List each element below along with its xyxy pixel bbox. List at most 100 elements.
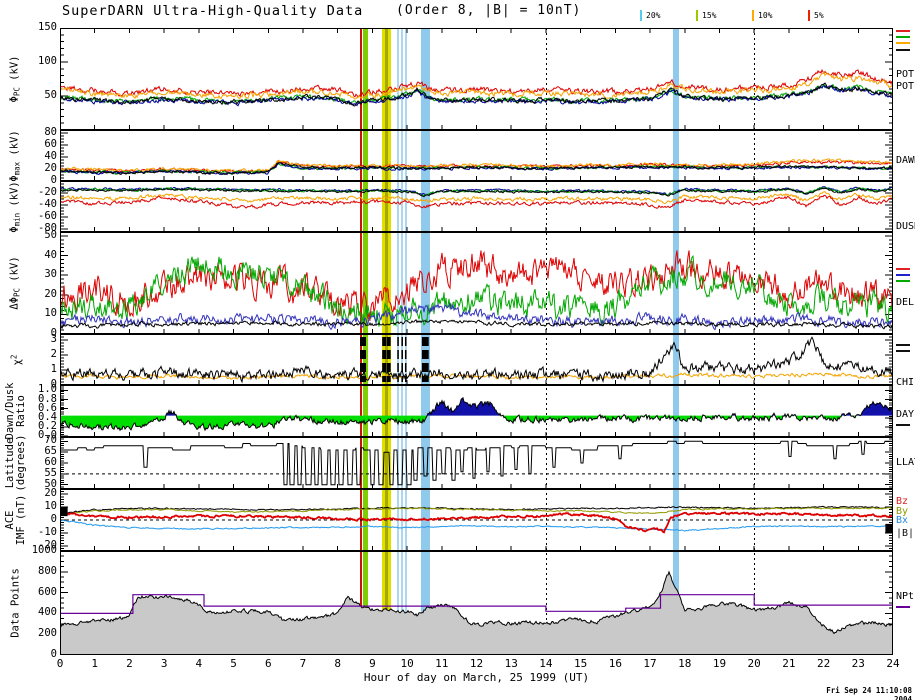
series-delta-blue (60, 301, 893, 331)
right-label-Bz: Bz (896, 496, 909, 507)
y-tick-label: 0.8 (38, 392, 57, 405)
y-tick-label: 0.6 (38, 401, 57, 414)
series-chi-black (60, 336, 893, 384)
x-tick-label: 12 (469, 657, 484, 670)
legend-color-tick (808, 10, 810, 21)
legend-label: 5% (814, 11, 824, 20)
x-tick-label: 7 (299, 657, 307, 670)
y-axis-title-ace-imf: ACE IMF (nT) (4, 494, 27, 546)
right-label-DAY: DAY (896, 409, 915, 420)
y-tick-label: -20 (38, 538, 57, 551)
y-tick-label: -80 (38, 222, 57, 234)
x-tick-label: 5 (230, 657, 237, 670)
series-b-magnitude (60, 505, 893, 515)
y-tick-label: 200 (38, 627, 57, 640)
x-tick-label: 15 (574, 657, 588, 670)
x-tick-label: 1 (91, 657, 99, 670)
y-tick-label: 400 (38, 606, 57, 619)
y-tick-label: 0.4 (38, 410, 57, 423)
panel-data-points (60, 551, 893, 655)
y-tick-label: 20 (44, 162, 57, 174)
x-tick-label: 0 (56, 657, 64, 670)
y-axis-title-phi-max: Φmax (kV) (8, 129, 22, 182)
right-label-CHI: CHI (896, 377, 915, 388)
right-label-DUSK: DUSK (896, 221, 915, 232)
right-legend-line (896, 424, 910, 426)
y-tick-label: 60 (44, 456, 57, 468)
y-tick-label: -20 (38, 186, 57, 198)
x-tick-label: 17 (643, 657, 657, 670)
series-median-black (60, 162, 893, 175)
y-tick-label: 150 (38, 21, 57, 33)
y-tick-label: 30 (44, 268, 57, 281)
x-tick-label: 9 (369, 657, 376, 670)
y-tick-label: 3 (50, 333, 57, 345)
y-axis-title-delta-phi-pc: ΔΦPC (kV) (8, 256, 22, 310)
series-pct10-orange (60, 158, 893, 174)
x-tick-label: 2 (126, 657, 133, 670)
x-tick-label: 13 (504, 657, 518, 670)
series-delta-red (60, 250, 893, 321)
title-row: SuperDARN Ultra-High-Quality Data (Order… (0, 2, 915, 24)
y-tick-label: 0 (50, 648, 57, 660)
x-tick-label: 23 (851, 657, 865, 670)
series-ratio-line (60, 396, 893, 432)
page-title: SuperDARN Ultra-High-Quality Data (62, 3, 364, 19)
series-pct10-orange (60, 191, 893, 205)
y-tick-label: 1000 (31, 544, 57, 556)
y-axis-title-latitude: Latitude (degrees) (4, 434, 27, 492)
legend-item-5%: 5% (808, 5, 824, 21)
y-axis-title-dawn-dusk-ratio: Dawn/Dusk Ratio (4, 382, 27, 440)
y-tick-label: 0 (50, 513, 57, 525)
header-condition: (Order 8, |B| = 10nT) (396, 3, 582, 18)
x-tick-label: 4 (195, 657, 203, 670)
y-tick-label: 80 (44, 126, 57, 138)
legend-label: 20% (646, 11, 661, 20)
right-legend-line (896, 268, 910, 270)
y-tick-label: 2 (50, 348, 57, 360)
legend-item-10%: 10% (752, 5, 772, 21)
y-tick-label: 10 (44, 500, 57, 513)
y-tick-label: 1.0 (38, 383, 57, 396)
y-tick-label: 60 (44, 138, 57, 150)
right-legend-line (896, 49, 910, 51)
dotted-gridline (754, 28, 756, 655)
right-legend-line (896, 36, 910, 38)
right-legend-line (896, 274, 910, 276)
right-legend-line (896, 606, 910, 608)
right-label-POT: POT (896, 69, 915, 80)
series-bx (60, 519, 893, 532)
series-chi-orange (60, 372, 893, 381)
y-tick-label: 10 (44, 307, 57, 320)
right-label-POT: POT (896, 81, 915, 92)
series-delta-green (60, 255, 893, 327)
series-pct10-orange (60, 71, 893, 100)
right-label-DAWN: DAWN (896, 155, 915, 166)
right-legend-line (896, 30, 910, 32)
right-label-NPt: NPt (896, 591, 915, 602)
y-tick-label: 50 (44, 89, 57, 101)
panel-phi-max (60, 130, 893, 181)
y-tick-label: -10 (38, 525, 57, 538)
legend-label: 15% (702, 11, 717, 20)
panel-chi-squared (60, 334, 893, 385)
legend-color-tick (696, 10, 698, 21)
legend-item-15%: 15% (696, 5, 717, 21)
y-axis-title-pc-potential: ΦPC (kV) (8, 55, 22, 103)
x-tick-label: 18 (678, 657, 692, 670)
series-median-black (60, 82, 893, 107)
y-tick-label: -40 (38, 198, 57, 210)
x-tick-label: 24 (886, 657, 900, 670)
series-npoints-area (60, 570, 893, 635)
right-legend-line (896, 280, 910, 282)
series-pct5-red (60, 194, 893, 209)
y-axis-title-chi-squared: χ2 (9, 354, 24, 365)
right-label-B: |B| (896, 528, 915, 539)
panel-ace-imf (60, 489, 893, 551)
x-tick-label: 8 (334, 657, 341, 670)
y-tick-label: 100 (38, 55, 57, 67)
legend-color-tick (752, 10, 754, 21)
y-tick-label: 20 (44, 287, 57, 300)
